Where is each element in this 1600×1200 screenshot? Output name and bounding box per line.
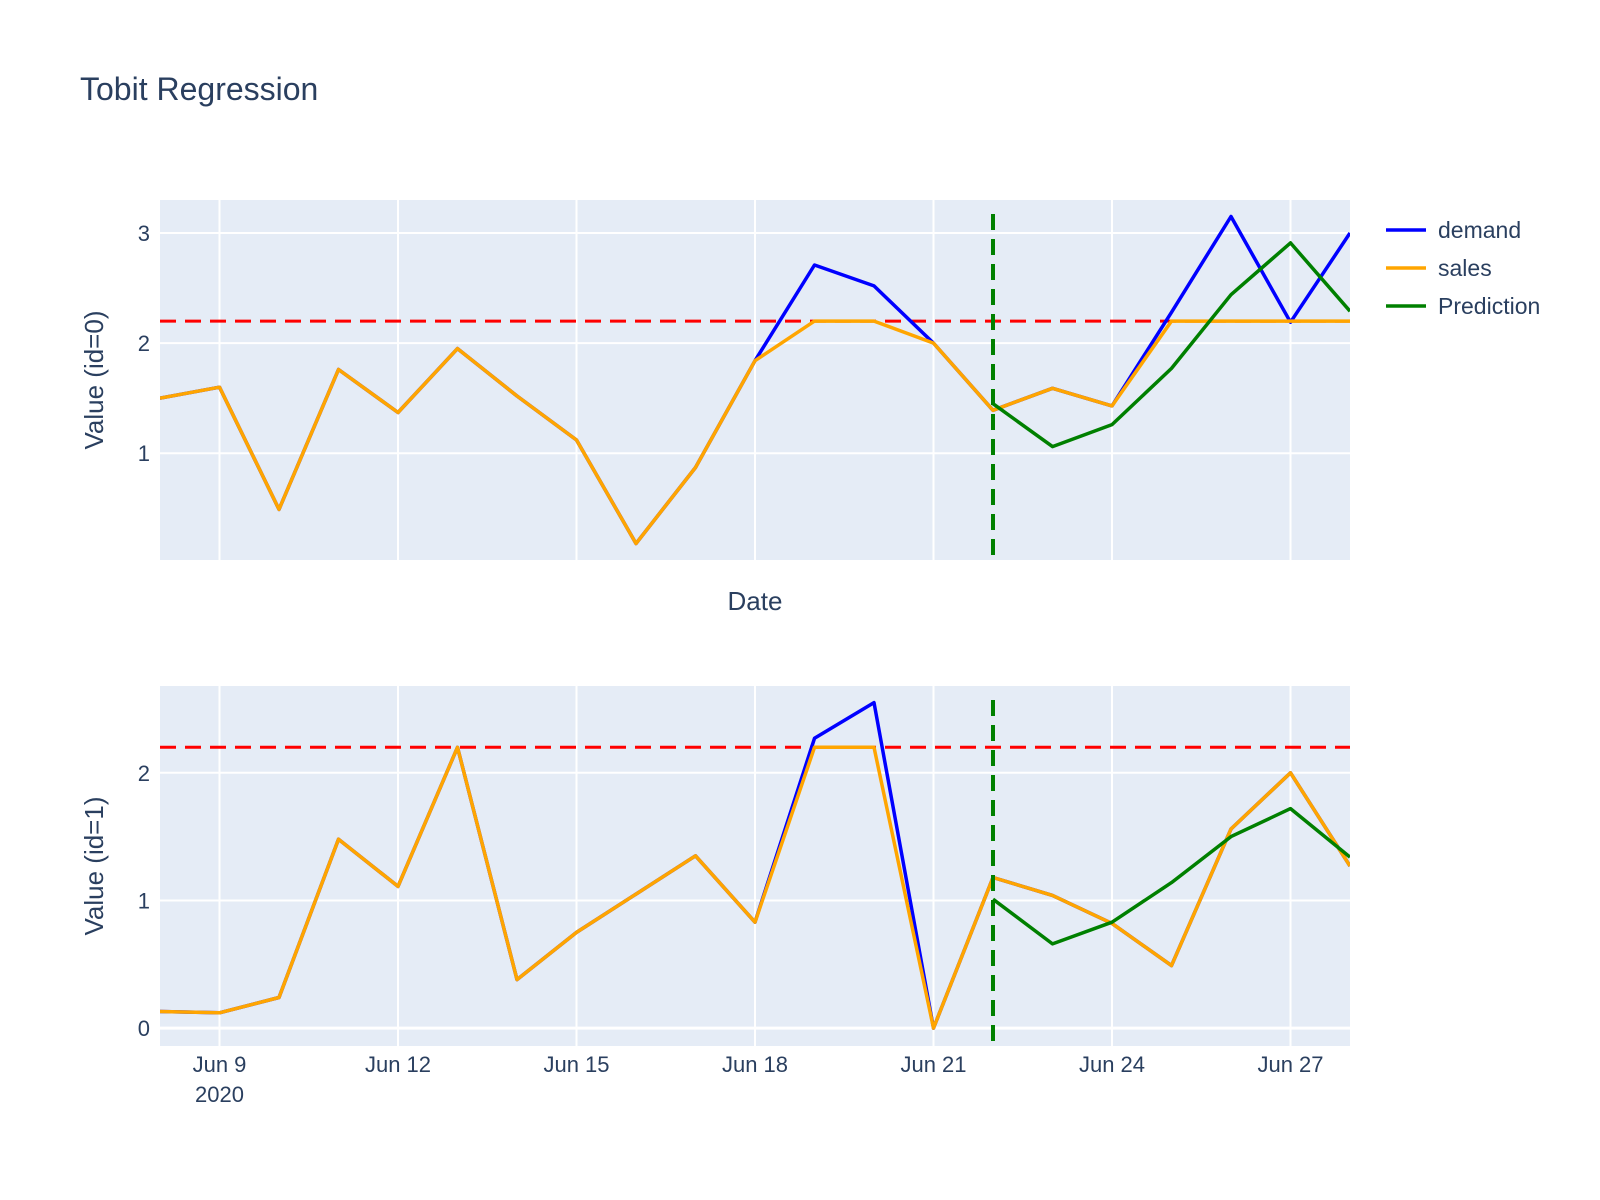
y-axis-title: Value (id=0) <box>79 311 109 450</box>
subplots: 1 2 3 Value (id=0) 0 1 2 Value (id=1) Jun 9 Jun 1… <box>79 200 1350 1107</box>
series-lines <box>160 700 1350 1030</box>
series-line-prediction <box>991 241 1350 449</box>
series-line-sales <box>160 745 1350 1030</box>
y-tick-label: 1 <box>138 888 150 913</box>
subplot-0: 1 2 3 Value (id=0) <box>79 200 1350 560</box>
legend-item-demand[interactable]: demand <box>1386 217 1521 243</box>
x-tick-label: Jun 27 <box>1257 1052 1323 1077</box>
y-tick-label: 0 <box>138 1016 150 1041</box>
x-tick-label: Jun 9 <box>193 1052 247 1077</box>
legend: demand sales Prediction <box>1386 217 1540 319</box>
x-tick-year: 2020 <box>195 1082 244 1107</box>
chart-title: Tobit Regression <box>80 71 318 107</box>
x-tick-label: Jun 15 <box>543 1052 609 1077</box>
x-tick-label: Jun 24 <box>1079 1052 1145 1077</box>
y-axis-title: Value (id=1) <box>79 797 109 936</box>
legend-item-prediction[interactable]: Prediction <box>1386 293 1540 319</box>
y-tick-label: 3 <box>138 221 150 246</box>
x-tick-labels: Jun 9 Jun 12 Jun 15 Jun 18 Jun 21 Jun 24 Jun 2… <box>193 1052 1324 1107</box>
y-tick-label: 2 <box>138 761 150 786</box>
series-line-prediction <box>991 806 1350 946</box>
x-tick-label: Jun 12 <box>365 1052 431 1077</box>
x-tick-label: Jun 18 <box>722 1052 788 1077</box>
series-lines <box>160 214 1350 546</box>
x-tick-label: Jun 21 <box>900 1052 966 1077</box>
series-line-sales <box>160 319 1350 546</box>
legend-item-sales[interactable]: sales <box>1386 255 1492 281</box>
legend-label: sales <box>1438 255 1492 281</box>
x-axis-title: Date <box>728 586 783 616</box>
y-tick-label: 1 <box>138 441 150 466</box>
legend-label: demand <box>1438 217 1521 243</box>
legend-label: Prediction <box>1438 293 1540 319</box>
subplot-1: 0 1 2 Value (id=1) <box>79 686 1350 1046</box>
y-tick-label: 2 <box>138 331 150 356</box>
